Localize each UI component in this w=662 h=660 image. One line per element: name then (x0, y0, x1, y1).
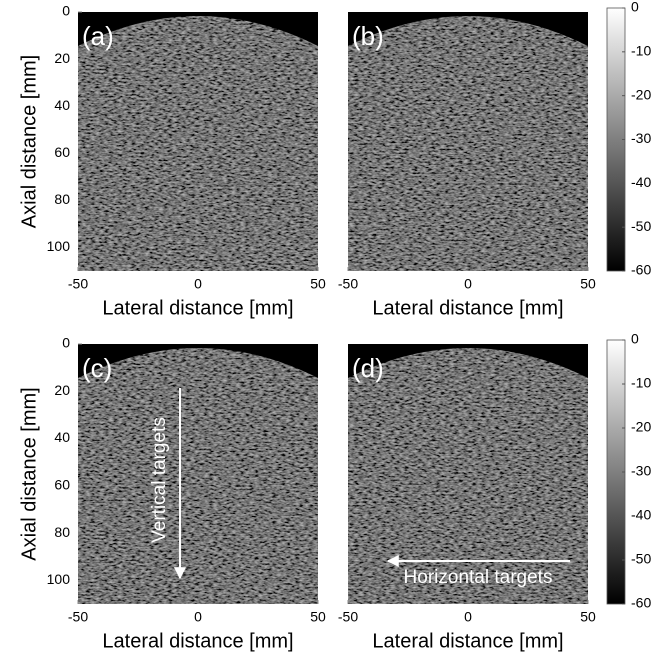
x-tick-label: 0 (464, 276, 472, 292)
y-axis-label: Axial distance [mm] (18, 55, 40, 228)
x-tick-label: 0 (464, 609, 472, 625)
x-tick-label: 0 (194, 609, 202, 625)
x-tick-label: 0 (194, 276, 202, 292)
y-tick-label: 60 (54, 144, 70, 160)
colorbar-tick-label: -30 (631, 130, 651, 146)
x-tick-label: 50 (580, 609, 596, 625)
x-tick-label: 50 (580, 276, 596, 292)
colorbar-tick-label: 0 (631, 0, 639, 15)
y-tick-label: 20 (54, 382, 70, 398)
ultrasound-image (348, 348, 588, 604)
panel-label: (d) (352, 353, 384, 383)
x-tick-label: -50 (68, 609, 88, 625)
y-tick-label: 20 (54, 50, 70, 66)
x-axis-label: Lateral distance [mm] (372, 630, 563, 652)
x-tick-label: 50 (310, 276, 326, 292)
colorbar-tick-label: -60 (631, 262, 651, 278)
panel-label: (c) (82, 353, 112, 383)
x-tick-label: -50 (338, 609, 358, 625)
x-axis-label: Lateral distance [mm] (102, 297, 293, 319)
panel-label: (b) (352, 21, 384, 51)
colorbar-tick-label: -10 (631, 375, 651, 391)
x-tick-label: -50 (338, 276, 358, 292)
x-axis-label: Lateral distance [mm] (372, 297, 563, 319)
colorbar-tick-label: -50 (631, 551, 651, 567)
colorbar-tick-label: -30 (631, 463, 651, 479)
y-tick-label: 0 (62, 335, 70, 351)
y-tick-label: 0 (62, 3, 70, 19)
x-axis-label: Lateral distance [mm] (102, 630, 293, 652)
colorbar-tick-label: -40 (631, 174, 651, 190)
y-tick-label: 80 (54, 524, 70, 540)
ultrasound-image (348, 16, 588, 271)
y-axis-label: Axial distance [mm] (18, 387, 40, 560)
colorbar-tick-label: -50 (631, 218, 651, 234)
y-tick-label: 60 (54, 477, 70, 493)
x-tick-label: 50 (310, 609, 326, 625)
colorbar-tick-label: -20 (631, 86, 651, 102)
y-tick-label: 100 (47, 571, 71, 587)
y-tick-label: 40 (54, 429, 70, 445)
ultrasound-image (78, 348, 318, 604)
annotation: Vertical targets (149, 417, 170, 543)
ultrasound-image (78, 16, 318, 271)
colorbar-tick-label: -10 (631, 43, 651, 59)
y-tick-label: 80 (54, 191, 70, 207)
y-tick-label: 40 (54, 97, 70, 113)
colorbar-tick-label: -40 (631, 507, 651, 523)
colorbar-tick-label: -60 (631, 595, 651, 611)
colorbar-tick-label: 0 (631, 331, 639, 347)
y-tick-label: 100 (47, 238, 71, 254)
x-tick-label: -50 (68, 276, 88, 292)
annotation: Horizontal targets (404, 567, 553, 588)
colorbar-tick-label: -20 (631, 419, 651, 435)
panel-label: (a) (82, 21, 114, 51)
